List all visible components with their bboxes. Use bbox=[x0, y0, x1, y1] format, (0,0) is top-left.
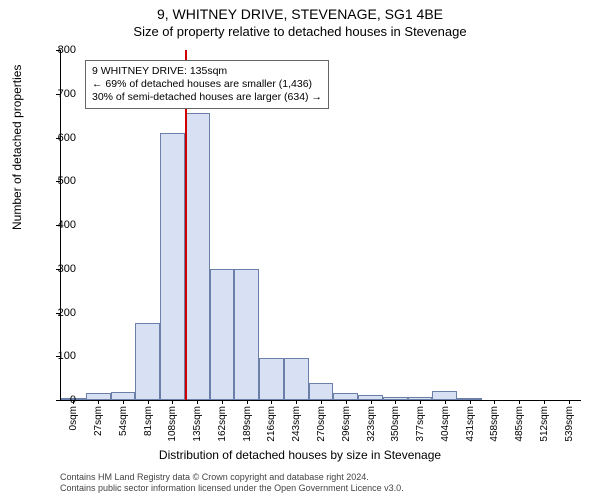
histogram-bar bbox=[135, 323, 160, 400]
y-tick-label: 200 bbox=[58, 307, 76, 319]
y-tick-label: 400 bbox=[58, 219, 76, 231]
y-tick-label: 500 bbox=[58, 175, 76, 187]
histogram-bar bbox=[185, 113, 210, 400]
x-tick-label: 243sqm bbox=[291, 406, 302, 442]
x-tick-label: 485sqm bbox=[514, 406, 525, 442]
footer-line-1: Contains HM Land Registry data © Crown c… bbox=[60, 472, 404, 483]
annotation-box: 9 WHITNEY DRIVE: 135sqm← 69% of detached… bbox=[85, 60, 329, 109]
y-axis-label: Number of detached properties bbox=[10, 65, 24, 230]
chart-title-address: 9, WHITNEY DRIVE, STEVENAGE, SG1 4BE bbox=[0, 0, 600, 22]
x-tick-label: 323sqm bbox=[366, 406, 377, 442]
x-tick-label: 27sqm bbox=[93, 406, 104, 436]
x-tick-label: 135sqm bbox=[192, 406, 203, 442]
histogram-bar bbox=[259, 358, 284, 400]
y-tick-label: 300 bbox=[58, 263, 76, 275]
x-axis-label: Distribution of detached houses by size … bbox=[0, 448, 600, 462]
x-tick-label: 350sqm bbox=[390, 406, 401, 442]
histogram-bar bbox=[432, 391, 457, 400]
x-tick-label: 377sqm bbox=[415, 406, 426, 442]
annotation-line: ← 69% of detached houses are smaller (1,… bbox=[92, 78, 322, 91]
x-tick-label: 0sqm bbox=[68, 406, 79, 430]
x-tick-label: 189sqm bbox=[242, 406, 253, 442]
chart-title-description: Size of property relative to detached ho… bbox=[0, 22, 600, 39]
histogram-bar bbox=[160, 133, 185, 400]
y-tick-label: 600 bbox=[58, 132, 76, 144]
x-tick-label: 54sqm bbox=[118, 406, 129, 436]
histogram-bar bbox=[309, 383, 334, 401]
histogram-bar bbox=[284, 358, 309, 400]
footer-attribution: Contains HM Land Registry data © Crown c… bbox=[60, 472, 404, 494]
x-tick-label: 296sqm bbox=[341, 406, 352, 442]
y-tick-label: 100 bbox=[58, 350, 76, 362]
annotation-line: 30% of semi-detached houses are larger (… bbox=[92, 91, 322, 104]
y-tick-label: 700 bbox=[58, 88, 76, 100]
histogram-bar bbox=[234, 269, 259, 400]
x-tick-label: 270sqm bbox=[316, 406, 327, 442]
x-tick-label: 162sqm bbox=[217, 406, 228, 442]
y-tick-label: 0 bbox=[70, 394, 76, 406]
y-tick-label: 800 bbox=[58, 44, 76, 56]
annotation-line: 9 WHITNEY DRIVE: 135sqm bbox=[92, 65, 322, 78]
x-tick-label: 431sqm bbox=[465, 406, 476, 442]
histogram-bar bbox=[111, 392, 136, 400]
histogram-bar bbox=[210, 269, 235, 400]
footer-line-2: Contains public sector information licen… bbox=[60, 483, 404, 494]
x-tick-label: 108sqm bbox=[167, 406, 178, 442]
x-tick-label: 216sqm bbox=[266, 406, 277, 442]
chart-area: 0sqm27sqm54sqm81sqm108sqm135sqm162sqm189… bbox=[60, 50, 580, 430]
x-tick-label: 512sqm bbox=[539, 406, 550, 442]
x-tick-label: 81sqm bbox=[143, 406, 154, 436]
x-tick-label: 404sqm bbox=[440, 406, 451, 442]
x-tick-label: 458sqm bbox=[489, 406, 500, 442]
x-tick-label: 539sqm bbox=[564, 406, 575, 442]
plot-region: 0sqm27sqm54sqm81sqm108sqm135sqm162sqm189… bbox=[60, 50, 581, 401]
